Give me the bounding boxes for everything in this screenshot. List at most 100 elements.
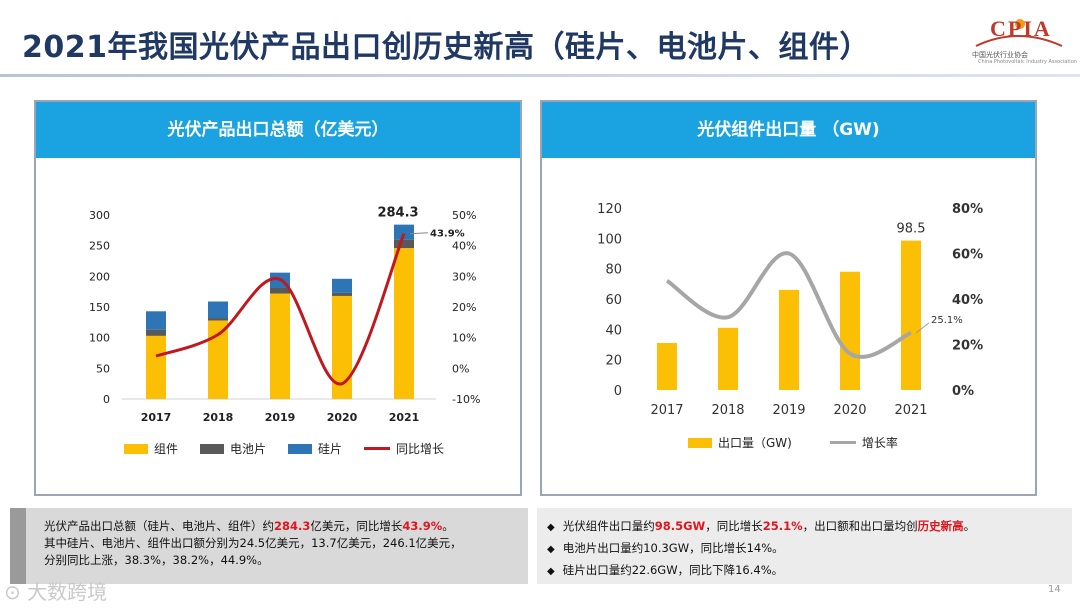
x-tick-label: 2021 bbox=[894, 403, 927, 418]
volume-bar bbox=[657, 342, 677, 390]
slide-title: 2021年我国光伏产品出口创历史新高（硅片、电池片、组件） bbox=[22, 30, 870, 65]
y-tick-label: 100 bbox=[597, 232, 622, 247]
note-accent-bar bbox=[10, 508, 26, 584]
bar-segment bbox=[332, 295, 352, 399]
logo-wordmark: CPIA bbox=[990, 16, 1052, 41]
leader-line bbox=[915, 322, 930, 334]
legend-volume: 出口量（GW) bbox=[688, 434, 792, 451]
bar-segment bbox=[146, 335, 166, 399]
volume-bar bbox=[718, 327, 738, 390]
title-divider bbox=[0, 74, 1080, 77]
legend-module: 组件 bbox=[124, 440, 178, 457]
summary-line-2: 其中硅片、电池片、组件出口额分别为24.5亿美元，13.7亿美元，246.1亿美… bbox=[44, 536, 462, 550]
diamond-bullet-icon: ◆ bbox=[547, 566, 555, 577]
volume-bar bbox=[779, 289, 799, 390]
bar-segment bbox=[332, 292, 352, 296]
y2-tick-label: 10% bbox=[452, 332, 476, 345]
bar-segment bbox=[146, 311, 166, 330]
x-tick-label: 2020 bbox=[327, 411, 358, 424]
bar-segment bbox=[208, 318, 228, 321]
y-tick-label: 50 bbox=[96, 362, 110, 375]
y-tick-label: 200 bbox=[89, 270, 110, 283]
bullet-item: ◆ 硅片出口量约22.6GW，同比下降16.4%。 bbox=[547, 563, 784, 577]
y-tick-label: 60 bbox=[605, 293, 622, 308]
legend-growth: 同比增长 bbox=[364, 440, 444, 457]
summary-text: 光伏产品出口总额（硅片、电池片、组件）约284.3亿美元，同比增长43.9%。 … bbox=[44, 518, 462, 569]
x-tick-label: 2020 bbox=[833, 403, 866, 418]
y-tick-label: 0 bbox=[614, 384, 622, 399]
y-tick-label: 80 bbox=[605, 263, 622, 278]
bullet-item: ◆ 光伏组件出口量约98.5GW，同比增长25.1%，出口额和出口量均创历史新高。 bbox=[547, 519, 976, 533]
summary-note-left: 光伏产品出口总额（硅片、电池片、组件）约284.3亿美元，同比增长43.9%。 … bbox=[10, 508, 528, 584]
diamond-bullet-icon: ◆ bbox=[547, 544, 555, 555]
y2-tick-label: 20% bbox=[452, 301, 476, 314]
y-tick-label: 40 bbox=[605, 323, 622, 338]
bar-segment bbox=[146, 329, 166, 336]
y2-tick-label: 40% bbox=[452, 240, 476, 253]
volume-bar bbox=[840, 271, 860, 390]
y-tick-label: 300 bbox=[89, 209, 110, 222]
page-number: 14 bbox=[1048, 584, 1061, 595]
growth-rate-line bbox=[665, 251, 912, 359]
bullet-list: ◆ 光伏组件出口量约98.5GW，同比增长25.1%，出口额和出口量均创历史新高。… bbox=[547, 516, 975, 582]
data-label-growth: 25.1% bbox=[931, 315, 963, 326]
y2-tick-label: 80% bbox=[952, 202, 983, 217]
export-value-legend: 组件 电池片 硅片 同比增长 bbox=[124, 440, 466, 457]
module-volume-legend: 出口量（GW) 增长率 bbox=[688, 434, 920, 451]
y-tick-label: 250 bbox=[89, 240, 110, 253]
bar-segment bbox=[208, 320, 228, 399]
data-label-volume: 98.5 bbox=[897, 222, 926, 237]
volume-bar bbox=[901, 240, 921, 390]
y2-tick-label: 40% bbox=[952, 293, 983, 308]
bullet-item: ◆ 电池片出口量约10.3GW，同比增长14%。 bbox=[547, 541, 784, 555]
logo-subtitle: 中国光伏行业协会 bbox=[972, 51, 1028, 59]
x-tick-label: 2017 bbox=[650, 403, 683, 418]
data-label-total: 284.3 bbox=[377, 206, 418, 221]
y-tick-label: 150 bbox=[89, 301, 110, 314]
growth-line bbox=[155, 233, 406, 386]
x-tick-label: 2017 bbox=[141, 411, 172, 424]
cpia-logo: CPIA 中国光伏行业协会 China Photovoltaic Industr… bbox=[968, 12, 1077, 72]
y2-tick-label: 0% bbox=[452, 362, 469, 375]
leader-line bbox=[409, 232, 429, 235]
export-value-header: 光伏产品出口总额（亿美元） bbox=[36, 102, 520, 158]
y-tick-label: 120 bbox=[597, 202, 622, 217]
x-tick-label: 2018 bbox=[711, 403, 744, 418]
x-tick-label: 2019 bbox=[265, 411, 296, 424]
export-value-chart: 0 50 100 150 200 250 300 -10% 0% 10% 20% 30% 40% 50% 2… bbox=[89, 206, 480, 424]
module-volume-chart: 0 20 40 60 80 100 120 0% 20% 40% 60% 80% 2017 2018 201… bbox=[597, 202, 983, 418]
module-volume-header: 光伏组件出口量 （GW) bbox=[542, 102, 1035, 158]
y2-tick-label: 20% bbox=[952, 339, 983, 354]
y-tick-label: 0 bbox=[103, 393, 110, 406]
y2-tick-label: 60% bbox=[952, 248, 983, 263]
bar-segment bbox=[394, 239, 414, 249]
bar-segment bbox=[394, 248, 414, 399]
y-tick-label: 100 bbox=[89, 332, 110, 345]
legend-wafer: 硅片 bbox=[288, 440, 342, 457]
x-tick-label: 2018 bbox=[203, 411, 234, 424]
bar-segment bbox=[332, 278, 352, 293]
logo-sun-icon bbox=[975, 19, 1063, 47]
bar-segment bbox=[394, 224, 414, 240]
summary-note-right: ◆ 光伏组件出口量约98.5GW，同比增长25.1%，出口额和出口量均创历史新高。… bbox=[537, 508, 1072, 584]
data-label-growth: 43.9% bbox=[430, 229, 465, 240]
export-value-panel: 光伏产品出口总额（亿美元） 0 50 100 150 200 250 300 -10% 0% 10… bbox=[34, 100, 522, 496]
watermark-logo-icon: ⊙ bbox=[4, 580, 28, 604]
y2-tick-label: -10% bbox=[452, 393, 480, 406]
summary-line-1: 光伏产品出口总额（硅片、电池片、组件）约284.3亿美元，同比增长43.9%。 bbox=[44, 519, 454, 533]
watermark: ⊙ 大数跨境 bbox=[4, 580, 108, 604]
bar-segment bbox=[208, 301, 228, 319]
y-tick-label: 20 bbox=[605, 354, 622, 369]
bar-segment bbox=[270, 287, 290, 294]
x-tick-label: 2019 bbox=[772, 403, 805, 418]
x-tick-label: 2021 bbox=[389, 411, 420, 424]
summary-line-3: 分别同比上涨，38.3%，38.2%，44.9%。 bbox=[44, 553, 269, 567]
legend-cell: 电池片 bbox=[200, 440, 266, 457]
y2-tick-label: 0% bbox=[952, 384, 974, 399]
y2-tick-label: 50% bbox=[452, 209, 476, 222]
diamond-bullet-icon: ◆ bbox=[547, 522, 555, 533]
legend-growth-rate: 增长率 bbox=[829, 434, 898, 451]
y2-tick-label: 30% bbox=[452, 270, 476, 283]
module-volume-panel: 光伏组件出口量 （GW) 0 20 40 60 80 100 120 0% 20% 40% 60% 8… bbox=[540, 100, 1037, 496]
bar-segment bbox=[270, 293, 290, 399]
